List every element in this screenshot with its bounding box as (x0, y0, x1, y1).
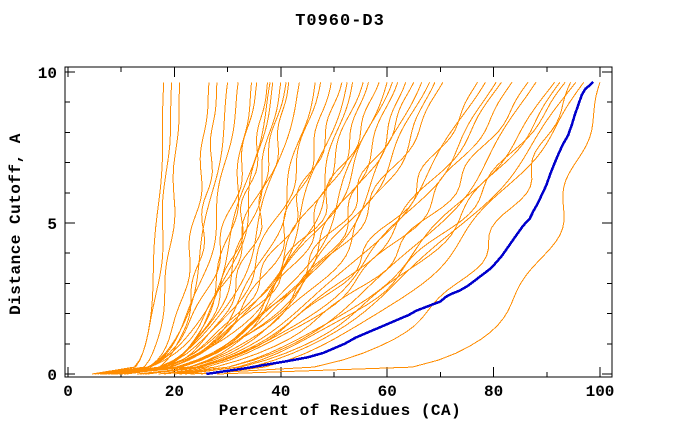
model-curve (107, 82, 380, 375)
model-curve (102, 82, 300, 375)
model-curve (121, 82, 415, 375)
model-curve (123, 82, 431, 375)
x-tick-label: 60 (378, 383, 397, 401)
x-tick-label: 20 (165, 383, 184, 401)
model-curve (102, 82, 332, 375)
chart-title: T0960-D3 (295, 12, 385, 31)
model-curve (102, 82, 348, 375)
model-curve (118, 82, 399, 375)
x-tick-label: 100 (586, 383, 615, 401)
model-curve (91, 82, 173, 375)
model-curve (200, 81, 577, 375)
model-curve (97, 82, 181, 375)
model-curve (105, 82, 364, 375)
model-curve (94, 82, 258, 375)
plot-border (64, 66, 613, 378)
model-curve (179, 82, 561, 375)
model-curve (147, 82, 502, 375)
model-curve (216, 82, 601, 375)
model-curve (137, 82, 478, 375)
highlighted-model-curve (206, 81, 594, 376)
model-curve (105, 82, 322, 375)
y-tick-label: 5 (47, 216, 57, 234)
model-curve (110, 82, 354, 375)
y-axis-label: Distance Cutoff, A (7, 133, 25, 315)
model-curves (91, 81, 601, 375)
model-curve (184, 81, 566, 375)
model-curve (102, 82, 268, 375)
model-curve (94, 82, 165, 375)
x-tick-label: 0 (63, 383, 73, 401)
model-curve (97, 82, 271, 375)
y-tick-label: 10 (38, 65, 57, 83)
model-curve (99, 82, 316, 375)
model-curve (115, 82, 388, 375)
model-curve (94, 82, 210, 375)
model-curve (97, 82, 287, 375)
model-curve (158, 82, 529, 375)
model-curve (107, 82, 343, 375)
model-curve (99, 82, 218, 375)
model-curve (139, 82, 497, 375)
model-curve (115, 82, 423, 375)
x-tick-label: 80 (484, 383, 503, 401)
y-tick-label: 0 (47, 367, 57, 385)
model-curve (105, 82, 282, 375)
model-curve (206, 82, 585, 375)
model-curve (145, 82, 513, 375)
model-curve (97, 82, 239, 375)
model-curve (174, 81, 555, 375)
x-axis-label: Percent of Residues (CA) (218, 402, 462, 420)
axis-ticks (65, 67, 612, 377)
x-tick-label: 40 (271, 383, 290, 401)
model-curve (110, 82, 393, 375)
model-curve (118, 82, 436, 375)
model-curve (190, 82, 572, 375)
model-curve (126, 82, 444, 375)
model-curve (142, 82, 486, 375)
tick-labels: 0 20 40 60 80 100 0 5 10 (38, 65, 615, 401)
model-curve (99, 82, 290, 375)
